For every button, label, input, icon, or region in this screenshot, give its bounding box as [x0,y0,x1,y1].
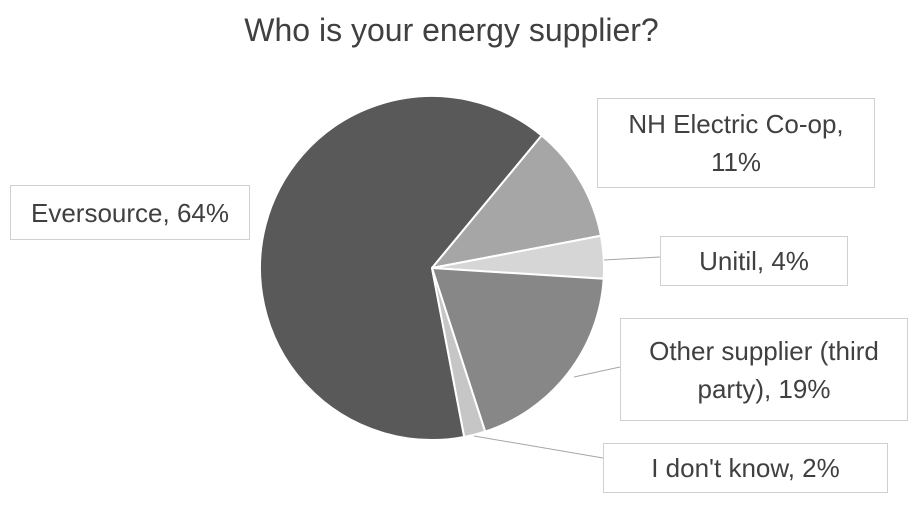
pie-slice-eversource [259,94,543,441]
leader-line-dont-know [473,435,604,459]
data-label-text: Other supplier (third party), 19% [649,335,879,404]
chart-title: Who is your energy supplier? [244,12,659,48]
pie [259,94,605,441]
data-label-text: Unitil, 4% [699,246,809,276]
data-label-unitil: Unitil, 4% [660,236,848,286]
data-label-nh-electric-co-op: NH Electric Co-op, 11% [597,98,875,188]
pie-slice-other-supplier [431,267,605,433]
pie-slice-dont-know [431,267,487,438]
leader-line-other-supplier [573,366,621,378]
pie-slice-nh-electric-co-op [431,134,602,269]
leader-line-unitil [603,256,661,261]
data-label-other-supplier: Other supplier (third party), 19% [620,318,908,421]
data-label-eversource: Eversource, 64% [10,185,250,240]
data-label-dont-know: I don't know, 2% [603,443,888,493]
data-label-text: I don't know, 2% [651,453,840,483]
data-label-text: Eversource, 64% [31,197,229,228]
data-label-text: NH Electric Co-op, 11% [628,109,844,177]
